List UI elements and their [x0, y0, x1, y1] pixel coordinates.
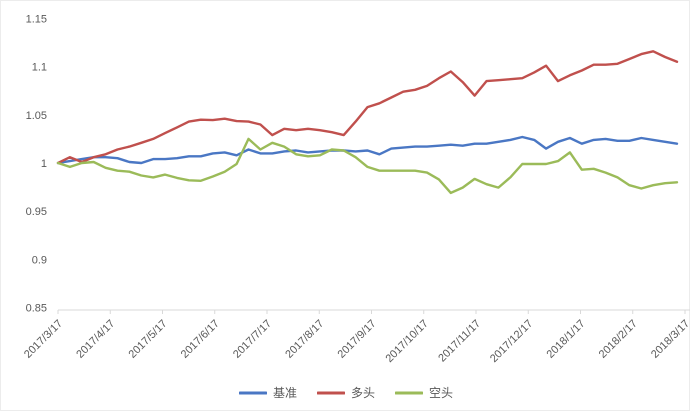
x-axis-label: 2017/7/17 [231, 318, 274, 361]
x-axis-label: 2018/1/17 [545, 318, 588, 361]
y-axis-label: 1.1 [32, 62, 47, 74]
x-axis-label: 2017/3/17 [22, 318, 65, 361]
x-axis-label: 2017/12/17 [488, 318, 535, 365]
x-axis-label: 2017/4/17 [74, 318, 117, 361]
y-axis-label: 0.9 [32, 254, 47, 266]
x-axis-label: 2017/8/17 [283, 318, 326, 361]
legend-item-benchmark[interactable]: 基准 [238, 386, 297, 400]
y-axis-label: 1.15 [26, 14, 47, 26]
y-axis-label: 0.95 [26, 206, 47, 218]
series-long-line[interactable] [56, 50, 679, 165]
legend-label-long: 多头 [350, 386, 375, 400]
legend-label-short: 空头 [429, 386, 454, 400]
x-axis-label: 2018/2/17 [597, 318, 640, 361]
series-short-line[interactable] [56, 137, 679, 195]
plot-area: 2017/3/17 2017/4/17 2017/5/17 2017/6/17 2017… [22, 14, 690, 365]
legend-item-long[interactable]: 多头 [316, 386, 375, 400]
x-axis-label: 2017/10/17 [383, 318, 430, 365]
x-axis-label: 2017/9/17 [336, 318, 379, 361]
chart-legend: 基准 多头 空头 [1, 382, 690, 404]
legend-label-benchmark: 基准 [272, 386, 297, 400]
x-axis-label: 2017/6/17 [179, 318, 222, 361]
y-axis-label: 0.85 [26, 303, 47, 315]
legend-swatch-benchmark [238, 391, 267, 395]
y-axis-label: 1.05 [26, 110, 47, 122]
x-axis-label: 2017/5/17 [127, 318, 170, 361]
y-axis-label: 1 [41, 158, 47, 170]
x-axis-label: 2017/11/17 [436, 318, 483, 365]
legend-item-short[interactable]: 空头 [395, 387, 453, 399]
series-benchmark-line[interactable] [56, 135, 679, 165]
legend-swatch-long [316, 391, 345, 395]
legend-swatch-short [395, 391, 423, 395]
x-axis-label: 2018/3/17 [649, 318, 690, 361]
